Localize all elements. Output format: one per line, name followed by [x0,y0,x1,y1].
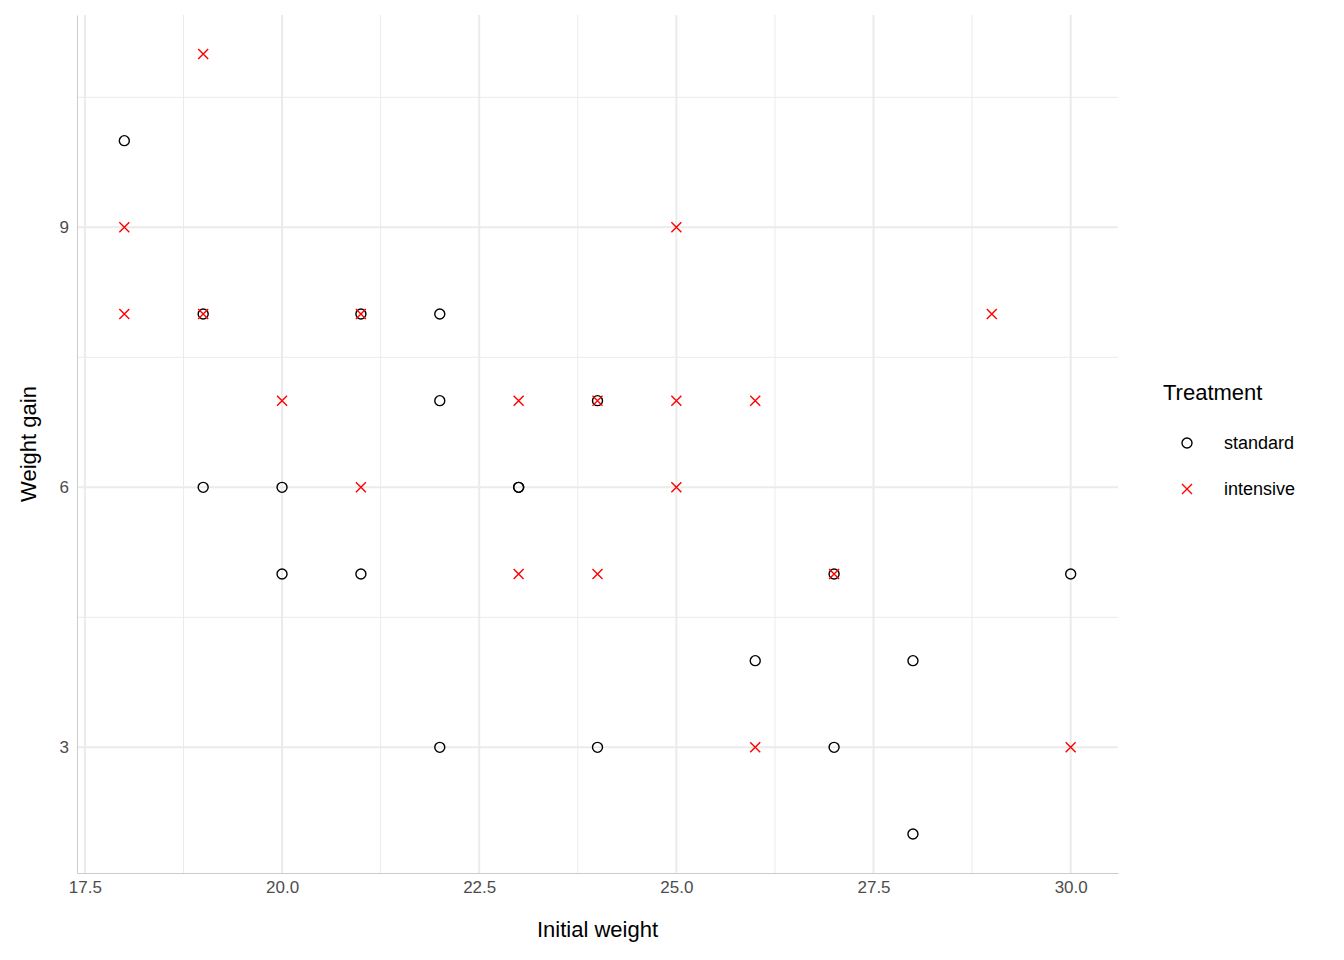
tick: 22.5 [463,873,496,897]
grid [77,15,1118,873]
point [356,482,366,492]
point [119,309,129,319]
point [435,396,445,406]
legend-title: Treatment [1163,380,1262,405]
tick-label: 20.0 [266,878,299,897]
point [198,482,208,492]
minor-grid-line [77,357,1118,358]
tick: 6 [60,478,77,497]
grid-line [77,746,1118,748]
point [435,742,445,752]
x-axis: 17.5 20.0 22.5 25.0 27.5 30.0 [69,873,1119,897]
point [514,569,524,579]
minor-grid-line [183,15,184,873]
point [829,569,839,579]
point [750,742,760,752]
minor-grid-line [972,15,973,873]
tick-label: 3 [60,738,69,757]
axis-line [78,873,1119,874]
tick-label: 25.0 [660,878,693,897]
tick: 30.0 [1055,873,1088,897]
legend-label: standard [1224,433,1294,453]
y-axis: 3 6 9 [60,16,78,874]
point [356,309,366,319]
point [198,49,208,59]
point [593,396,603,406]
point [435,309,445,319]
grid-line [84,15,86,873]
minor-grid-line [774,15,775,873]
point [198,309,208,319]
grid-line [675,15,677,873]
point [750,396,760,406]
legend-symbol [1182,438,1192,448]
point [277,482,287,492]
legend-label: intensive [1224,479,1295,499]
tick-label: 22.5 [463,878,496,897]
point [671,482,681,492]
minor-grid-line [77,97,1118,98]
tick: 27.5 [857,873,890,897]
grid-line [1070,15,1072,873]
point [514,396,524,406]
tick: 20.0 [266,873,299,897]
series-standard [119,136,1075,839]
point [829,569,839,579]
grid-line [478,15,480,873]
axis-line [77,16,78,874]
point [593,396,603,406]
chart: 17.5 20.0 22.5 25.0 27.5 30.0 3 6 9 Initial weigh… [0,0,1344,960]
minor-grid-line [380,15,381,873]
legend: Treatment standard intensive [1163,380,1295,499]
x-axis-title: Initial weight [537,917,658,942]
tick: 3 [60,738,77,757]
grid-line [281,15,283,873]
y-axis-title: Weight gain [16,386,41,502]
point [829,742,839,752]
minor-grid-line [577,15,578,873]
tick-label: 27.5 [857,878,890,897]
point [908,829,918,839]
point [1066,742,1076,752]
grid-line [77,486,1118,488]
point [671,222,681,232]
point [277,396,287,406]
point [119,136,129,146]
point [750,656,760,666]
point [514,482,524,492]
point [1066,569,1076,579]
tick: 9 [60,218,77,237]
tick-label: 9 [60,218,69,237]
tick-label: 17.5 [69,878,102,897]
point [514,482,524,492]
point [356,569,366,579]
point [593,569,603,579]
point [277,569,287,579]
grid-line [873,15,875,873]
points [119,49,1075,839]
point [671,396,681,406]
tick: 17.5 [69,873,102,897]
point [356,309,366,319]
tick-label: 30.0 [1055,878,1088,897]
point [987,309,997,319]
point [908,656,918,666]
point [593,742,603,752]
tick-label: 6 [60,478,69,497]
tick: 25.0 [660,873,693,897]
grid-line [77,226,1118,228]
minor-grid-line [77,617,1118,618]
series-intensive [119,49,1075,752]
point [119,222,129,232]
legend-symbol [1182,484,1192,494]
point [198,309,208,319]
